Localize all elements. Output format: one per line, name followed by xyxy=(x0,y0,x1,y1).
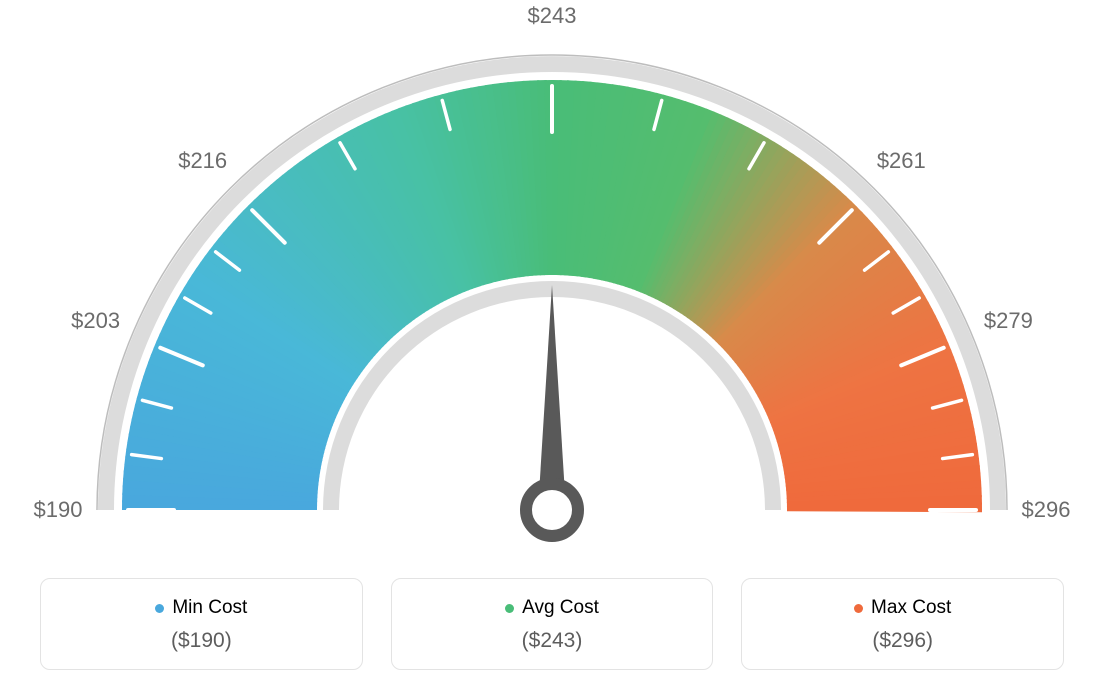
dot-icon xyxy=(155,604,164,613)
gauge-tick-label: $261 xyxy=(877,148,926,174)
gauge-chart: $190 $203 $216 $243 $261 $279 $296 xyxy=(0,0,1104,560)
dot-icon xyxy=(505,604,514,613)
gauge-tick-label: $203 xyxy=(71,308,120,334)
legend-card-min: Min Cost ($190) xyxy=(40,578,363,670)
legend: Min Cost ($190) Avg Cost ($243) Max Cost… xyxy=(40,578,1064,670)
legend-title-max: Max Cost xyxy=(854,597,951,619)
gauge-tick-label: $279 xyxy=(984,308,1033,334)
legend-value-max: ($296) xyxy=(752,629,1053,653)
legend-card-avg: Avg Cost ($243) xyxy=(391,578,714,670)
dot-icon xyxy=(854,604,863,613)
legend-label: Avg Cost xyxy=(522,597,599,619)
gauge-tick-label: $216 xyxy=(178,148,227,174)
gauge-tick-label: $190 xyxy=(34,497,83,523)
legend-value-avg: ($243) xyxy=(402,629,703,653)
legend-card-max: Max Cost ($296) xyxy=(741,578,1064,670)
legend-title-avg: Avg Cost xyxy=(505,597,599,619)
legend-label: Min Cost xyxy=(172,597,247,619)
legend-title-min: Min Cost xyxy=(155,597,247,619)
legend-label: Max Cost xyxy=(871,597,951,619)
gauge-tick-label: $243 xyxy=(528,3,577,29)
legend-value-min: ($190) xyxy=(51,629,352,653)
gauge-tick-label: $296 xyxy=(1022,497,1071,523)
